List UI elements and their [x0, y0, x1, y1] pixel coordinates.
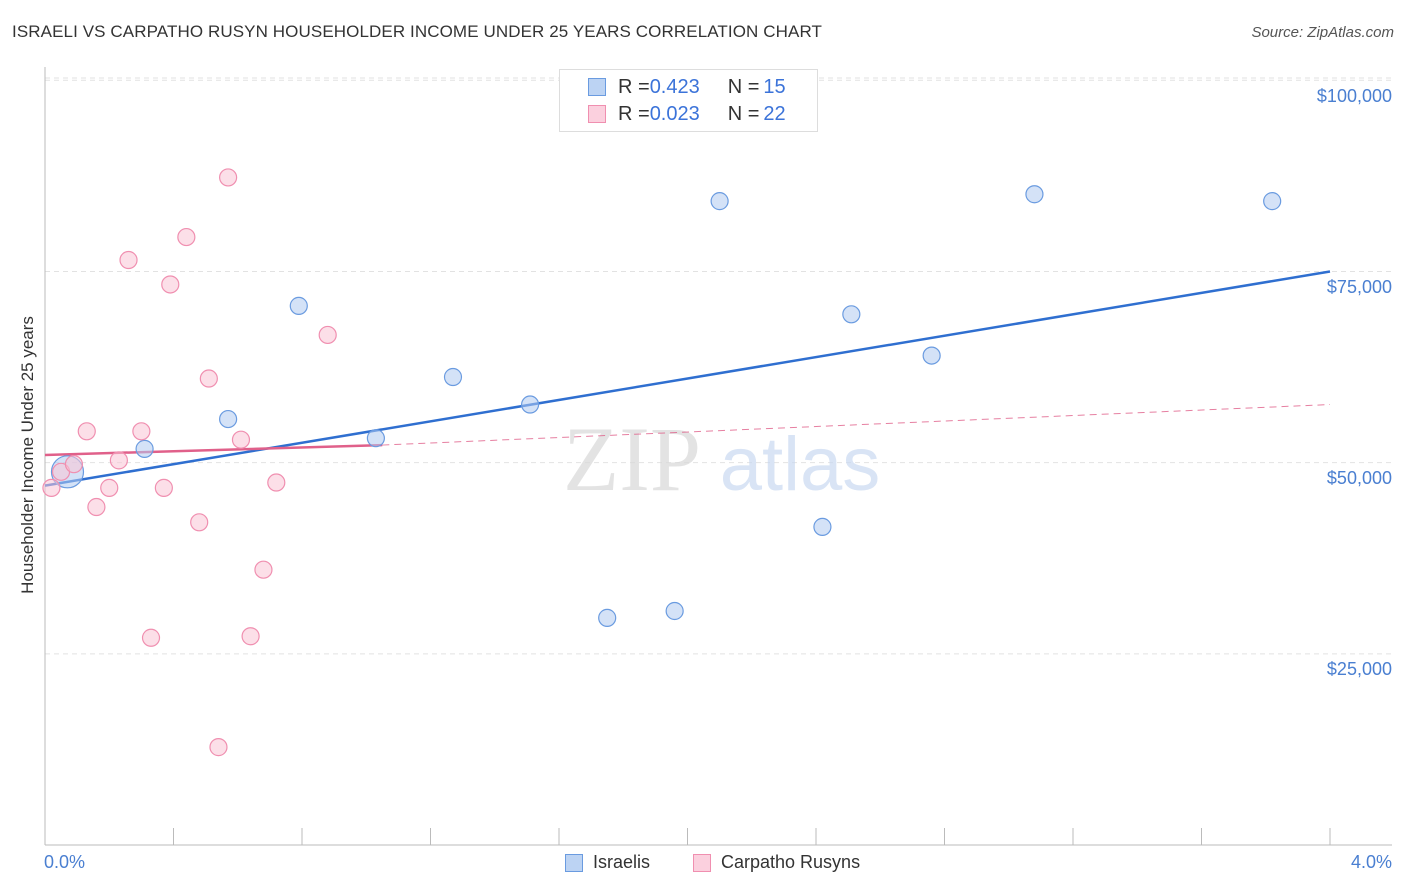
- r-label: R =: [618, 102, 650, 125]
- rusyns-swatch: [588, 105, 606, 123]
- r-value: 0.023: [649, 102, 700, 125]
- rusyns-point: [132, 422, 151, 441]
- rusyns-point: [141, 628, 161, 647]
- data-points: [42, 168, 1282, 757]
- rusyns-point: [64, 455, 84, 474]
- n-value: 15: [763, 75, 786, 98]
- n-value: 22: [763, 102, 786, 125]
- r-value: 0.423: [649, 75, 700, 98]
- y-tick-label-75000: $75,000: [1326, 277, 1392, 297]
- watermark-atlas: atlas: [720, 422, 881, 507]
- trend-line-rusyns-dashed: [382, 404, 1331, 446]
- israelis-point: [842, 305, 861, 324]
- rusyns-point: [42, 478, 61, 497]
- israelis-point: [813, 517, 832, 536]
- rusyns-point: [190, 513, 209, 532]
- israelis-point: [520, 395, 540, 414]
- y-tick-label-50000: $50,000: [1326, 468, 1392, 488]
- stats-legend-row-rusyns: R = 0.023 N = 22: [588, 102, 786, 126]
- n-label: N =: [727, 102, 760, 125]
- rusyns-point: [77, 422, 96, 441]
- rusyns-point: [154, 478, 173, 497]
- r-label: R =: [618, 75, 650, 98]
- legend-label-rusyns: Carpatho Rusyns: [721, 852, 861, 872]
- rusyns-point: [161, 275, 180, 294]
- rusyns-point: [318, 325, 337, 345]
- trend-line-rusyns: [44, 443, 383, 457]
- legend-item-rusyns: Carpatho Rusyns: [693, 852, 860, 873]
- chart-title: ISRAELI VS CARPATHO RUSYN HOUSEHOLDER IN…: [12, 22, 823, 41]
- rusyns-point: [219, 168, 238, 187]
- stats-legend-row-israelis: R = 0.423 N = 15: [588, 75, 786, 99]
- israelis-point: [922, 346, 941, 365]
- rusyns-point: [209, 738, 228, 757]
- grid: [45, 77, 1392, 655]
- rusyns-legend-swatch: [693, 853, 711, 872]
- y-tick-label-100000: $100,000: [1316, 86, 1392, 106]
- israelis-legend-swatch: [565, 853, 583, 872]
- stats-legend: R = 0.423 N = 15 R = 0.023 N = 22: [559, 69, 818, 132]
- legend-label-israelis: Israelis: [593, 852, 651, 872]
- watermark-zip: ZIP: [563, 408, 701, 510]
- legend-item-israelis: Israelis: [565, 852, 650, 873]
- rusyns-point: [199, 369, 218, 388]
- n-label: N =: [727, 75, 760, 98]
- israelis-point: [219, 409, 238, 429]
- israelis-point: [1263, 192, 1282, 211]
- rusyns-point: [177, 227, 196, 247]
- rusyns-point: [119, 250, 138, 270]
- rusyns-point: [231, 430, 251, 449]
- rusyns-point: [100, 478, 119, 497]
- israelis-swatch: [588, 78, 606, 96]
- rusyns-point: [241, 627, 260, 646]
- axes: [44, 67, 1392, 846]
- x-tick-label-max: 4.0%: [1350, 852, 1392, 872]
- israelis-point: [135, 439, 154, 458]
- y-tick-label-25000: $25,000: [1326, 659, 1392, 679]
- israelis-point: [598, 608, 617, 627]
- watermark: ZIP atlas: [563, 408, 880, 510]
- chart-source: Source: ZipAtlas.com: [1251, 24, 1394, 41]
- israelis-point: [289, 296, 308, 315]
- rusyns-point: [87, 497, 106, 517]
- rusyns-point: [267, 473, 286, 492]
- israelis-point: [665, 601, 684, 621]
- israelis-point: [366, 429, 385, 448]
- rusyns-point: [254, 560, 273, 579]
- trend-lines: [44, 270, 1331, 487]
- israelis-point: [443, 367, 463, 387]
- x-tick-label-min: 0.0%: [44, 852, 86, 872]
- israelis-point: [1025, 185, 1044, 204]
- rusyns-point: [109, 451, 128, 470]
- israelis-point: [710, 192, 729, 211]
